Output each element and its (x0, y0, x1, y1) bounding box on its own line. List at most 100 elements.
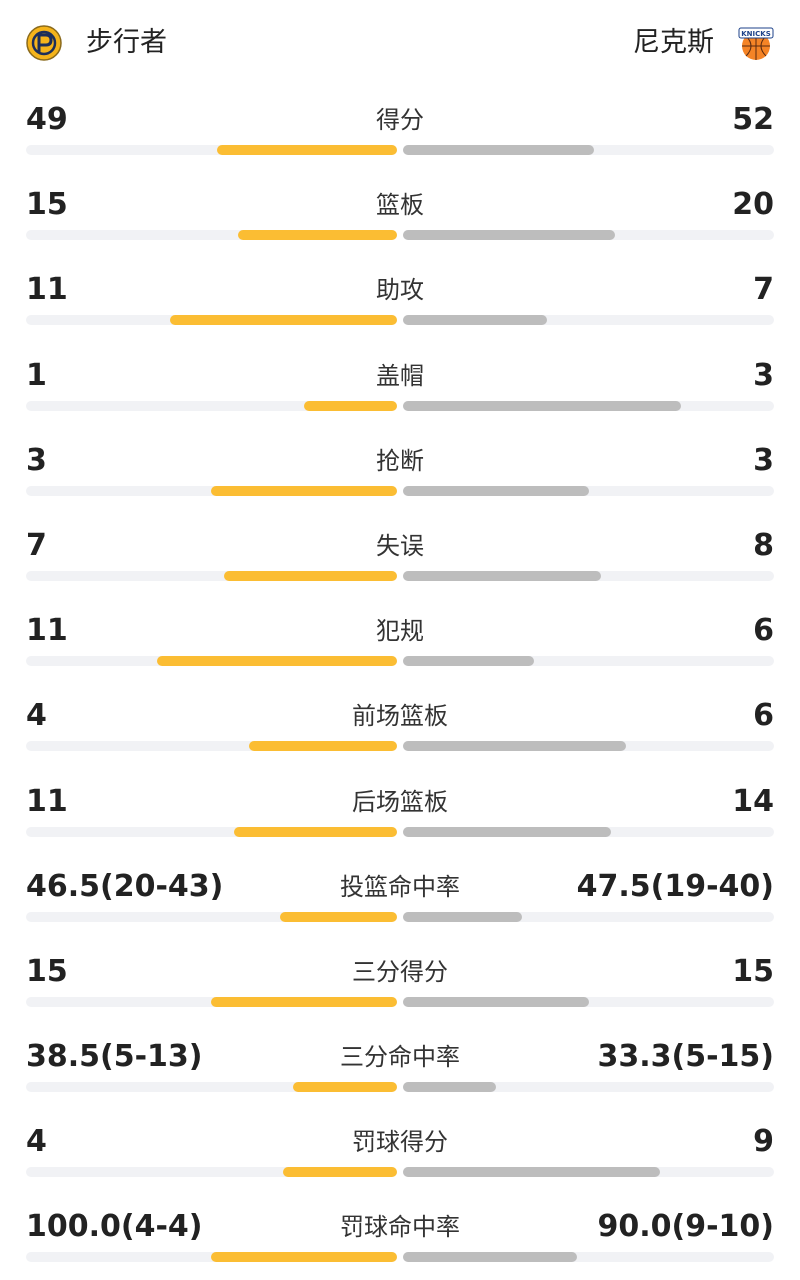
home-bar-track (26, 1082, 397, 1093)
home-bar-fill (211, 996, 397, 1007)
away-stat-value: 90.0(9-10) (597, 1209, 774, 1245)
home-stat-value: 49 (26, 102, 68, 137)
stat-row: 三分得分 15 15 (0, 930, 800, 1015)
away-bar-fill (403, 570, 601, 581)
away-stat-value: 15 (732, 953, 774, 989)
away-bar-track (403, 741, 774, 752)
home-bar-fill (170, 315, 397, 326)
home-bar-fill (217, 145, 397, 155)
home-stat-value: 11 (26, 783, 68, 819)
stat-label: 投篮命中率 (340, 872, 460, 901)
stat-row: 助攻 11 7 (0, 248, 800, 333)
home-bar-track (26, 996, 397, 1007)
away-stat-value: 20 (732, 187, 774, 223)
away-stat-value: 9 (753, 1124, 774, 1160)
home-bar-fill (238, 230, 397, 241)
knicks-logo-icon: KNICKS (738, 25, 774, 61)
stat-label: 得分 (376, 106, 424, 134)
away-stat-value: 47.5(19-40) (576, 868, 774, 904)
away-bar-track (403, 145, 774, 155)
away-stat-value: 6 (753, 613, 774, 649)
stat-row: 犯规 11 6 (0, 589, 800, 674)
home-bar-fill (211, 485, 397, 496)
home-bar-track (26, 741, 397, 752)
home-team-name: 步行者 (86, 27, 167, 58)
stat-label: 失误 (376, 531, 424, 560)
stat-label: 助攻 (376, 276, 424, 305)
away-bar-fill (403, 400, 681, 411)
stat-label: 盖帽 (376, 361, 424, 390)
home-stat-value: 4 (26, 1124, 47, 1160)
away-bar-track (403, 656, 774, 667)
away-team-name: 尼克斯 (633, 27, 714, 58)
stat-label: 犯规 (376, 617, 424, 646)
stat-label: 后场篮板 (352, 787, 448, 816)
away-stat-value: 3 (753, 357, 774, 393)
stat-label: 抢断 (376, 446, 424, 475)
pacers-logo-icon (26, 25, 62, 61)
home-stat-value: 4 (26, 698, 47, 734)
stat-row: 盖帽 1 3 (0, 334, 800, 419)
home-bar-track (26, 826, 397, 837)
team-header: 步行者 尼克斯 KNICKS (0, 0, 800, 86)
home-bar-track (26, 485, 397, 496)
away-bar-track (403, 911, 774, 922)
away-stat-value: 33.3(5-15) (597, 1039, 774, 1075)
away-bar-fill (403, 485, 589, 496)
home-stat-value: 3 (26, 442, 47, 478)
away-bar-track (403, 485, 774, 496)
away-stat-value: 8 (753, 527, 774, 563)
stat-label: 三分得分 (352, 957, 448, 986)
away-bar-fill (403, 145, 594, 155)
home-bar-track (26, 315, 397, 326)
home-stat-value: 15 (26, 187, 68, 223)
away-stat-value: 14 (732, 783, 774, 819)
stat-row: 篮板 15 20 (0, 163, 800, 248)
away-stat-value: 7 (753, 272, 774, 308)
stat-row: 得分 49 52 (0, 78, 800, 163)
home-stat-value: 15 (26, 953, 68, 989)
away-bar-fill (403, 911, 522, 922)
home-bar-fill (304, 400, 397, 411)
away-bar-fill (403, 656, 534, 667)
home-team[interactable]: 步行者 (26, 24, 167, 62)
away-bar-track (403, 230, 774, 241)
home-stat-value: 38.5(5-13) (26, 1039, 203, 1075)
away-bar-fill (403, 741, 626, 752)
home-bar-fill (224, 570, 397, 581)
stat-row: 抢断 3 3 (0, 419, 800, 504)
away-bar-track (403, 1082, 774, 1093)
home-stat-value: 11 (26, 613, 68, 649)
away-bar-fill (403, 1082, 496, 1093)
away-bar-fill (403, 230, 615, 241)
stat-row: 后场篮板 11 14 (0, 760, 800, 845)
away-stat-value: 3 (753, 442, 774, 478)
home-bar-fill (211, 1252, 397, 1263)
stat-label: 三分命中率 (340, 1043, 460, 1072)
home-bar-track (26, 911, 397, 922)
home-bar-track (26, 145, 397, 155)
stat-label: 罚球得分 (352, 1128, 448, 1157)
stat-label: 罚球命中率 (340, 1213, 460, 1242)
away-stat-value: 6 (753, 698, 774, 734)
stat-label: 前场篮板 (352, 702, 448, 731)
home-bar-track (26, 570, 397, 581)
home-bar-fill (249, 741, 397, 752)
home-bar-track (26, 1167, 397, 1178)
away-stat-value: 52 (732, 102, 774, 137)
away-bar-fill (403, 826, 611, 837)
away-bar-track (403, 1252, 774, 1263)
home-bar-fill (280, 911, 397, 922)
away-team[interactable]: 尼克斯 KNICKS (633, 24, 774, 62)
home-stat-value: 100.0(4-4) (26, 1209, 203, 1245)
home-stat-value: 46.5(20-43) (26, 868, 224, 904)
stat-row: 失误 7 8 (0, 504, 800, 589)
away-bar-track (403, 400, 774, 411)
home-bar-track (26, 400, 397, 411)
home-stat-value: 7 (26, 527, 47, 563)
home-stat-value: 1 (26, 357, 47, 393)
knicks-logo-text: KNICKS (741, 30, 771, 38)
stat-row: 投篮命中率 46.5(20-43) 47.5(19-40) (0, 845, 800, 930)
away-bar-track (403, 996, 774, 1007)
home-stat-value: 11 (26, 272, 68, 308)
